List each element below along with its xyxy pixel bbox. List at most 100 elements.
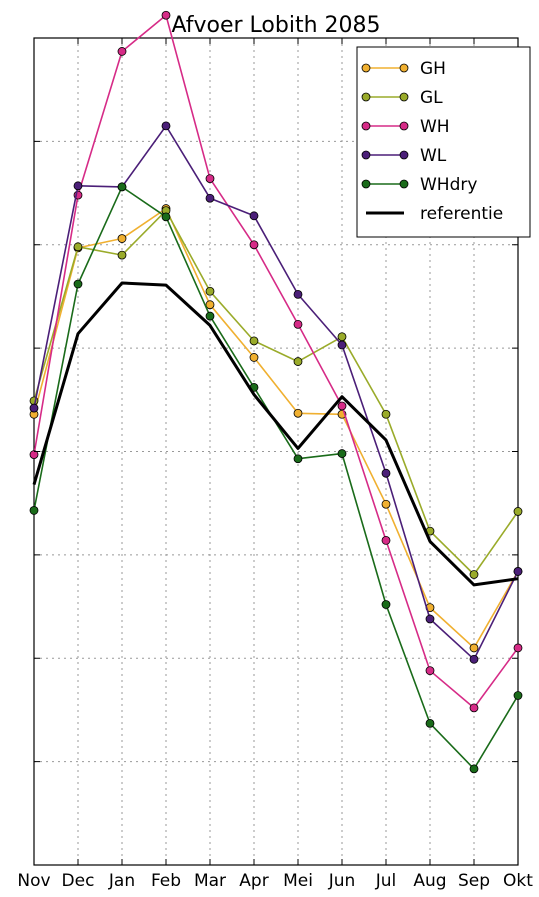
data-point	[29, 450, 39, 460]
legend-label: GL	[420, 88, 443, 108]
legend-marker	[361, 121, 371, 131]
data-point	[249, 211, 259, 221]
x-axis-ticks: Nov Dec Jan Feb Mar Apr Mei Jun Jul Aug Sep Okt	[17, 38, 533, 891]
series-gh	[29, 204, 523, 653]
data-point	[337, 332, 347, 342]
data-point	[73, 181, 83, 191]
chart-title: Afvoer Lobith 2085	[171, 13, 380, 38]
data-point	[161, 10, 171, 20]
data-point	[513, 643, 523, 653]
data-point	[161, 212, 171, 222]
data-point	[513, 691, 523, 700]
legend-marker	[361, 63, 371, 73]
legend-label: WH	[420, 117, 450, 137]
legend-entry-wl: WL	[361, 146, 447, 166]
legend-marker	[399, 92, 409, 102]
series-line-gh	[33, 207, 519, 649]
data-point	[337, 340, 347, 350]
legend-marker	[399, 179, 409, 189]
series-whdry	[29, 182, 523, 774]
series-layer	[29, 10, 523, 774]
x-tick-label: Apr	[239, 871, 268, 891]
legend-marker	[361, 92, 371, 102]
data-point	[469, 643, 479, 653]
data-point	[73, 242, 83, 252]
data-point	[161, 121, 171, 131]
data-point	[425, 614, 435, 624]
x-tick-label: Sep	[458, 871, 490, 891]
data-point	[469, 703, 479, 713]
x-tick-label: Mar	[194, 871, 226, 891]
data-point	[293, 357, 303, 366]
series-wh	[29, 10, 523, 713]
series-line-wl	[33, 125, 519, 661]
legend-entry-wh: WH	[361, 117, 450, 137]
data-point	[513, 567, 523, 576]
x-tick-label: Feb	[151, 871, 181, 891]
data-point	[337, 449, 347, 458]
data-point	[381, 536, 391, 545]
data-point	[381, 499, 391, 509]
legend-entry-referentie: referentie	[366, 204, 503, 224]
data-point	[117, 250, 127, 260]
x-tick-label: Jun	[328, 871, 356, 891]
series-referentie	[32, 281, 519, 587]
legend-entry-whdry: WHdry	[361, 175, 477, 195]
data-point	[337, 401, 347, 411]
data-point	[425, 666, 435, 676]
legend-label: WL	[420, 146, 447, 166]
data-point	[249, 240, 259, 250]
x-tick-label: Aug	[413, 871, 446, 891]
data-point	[425, 718, 435, 728]
series-wl	[29, 121, 523, 664]
series-line-whdry	[33, 186, 519, 770]
data-point	[469, 570, 479, 579]
data-point	[381, 468, 391, 478]
data-point	[381, 600, 391, 609]
legend-marker	[361, 179, 371, 189]
x-tick-label: Mei	[283, 871, 313, 891]
legend-box	[356, 46, 531, 238]
data-point	[513, 507, 523, 516]
x-tick-label: Jul	[375, 871, 397, 891]
data-point	[29, 403, 39, 413]
series-gl	[29, 206, 523, 579]
data-point	[293, 319, 303, 329]
data-point	[249, 336, 259, 346]
series-line-wh	[33, 14, 519, 709]
data-point	[117, 182, 127, 192]
x-tick-label: Okt	[503, 871, 533, 891]
data-point	[205, 300, 215, 310]
data-point	[249, 353, 259, 362]
legend: GH GL WH WL WHdry referentie	[356, 46, 531, 238]
data-point	[205, 174, 215, 183]
data-point	[29, 506, 39, 515]
data-point	[469, 654, 479, 664]
series-line-gl	[33, 209, 519, 576]
legend-marker	[399, 63, 409, 73]
x-tick-label: Jan	[108, 871, 135, 891]
data-point	[205, 193, 215, 203]
x-tick-label: Dec	[62, 871, 95, 891]
data-point	[293, 408, 303, 418]
data-point	[469, 764, 479, 774]
series-line-referentie	[32, 281, 519, 587]
data-point	[73, 279, 83, 289]
legend-label: GH	[420, 59, 446, 79]
data-point	[381, 409, 391, 419]
data-point	[293, 454, 303, 464]
legend-marker	[399, 150, 409, 160]
legend-marker	[361, 150, 371, 160]
data-point	[205, 311, 215, 321]
legend-entry-gl: GL	[361, 88, 443, 108]
x-tick-label: Nov	[17, 871, 50, 891]
legend-marker	[399, 121, 409, 131]
data-point	[117, 47, 127, 56]
legend-label: referentie	[420, 204, 503, 224]
data-point	[117, 234, 127, 243]
data-point	[293, 289, 303, 299]
legend-label: WHdry	[420, 175, 477, 195]
legend-entry-gh: GH	[361, 59, 446, 79]
